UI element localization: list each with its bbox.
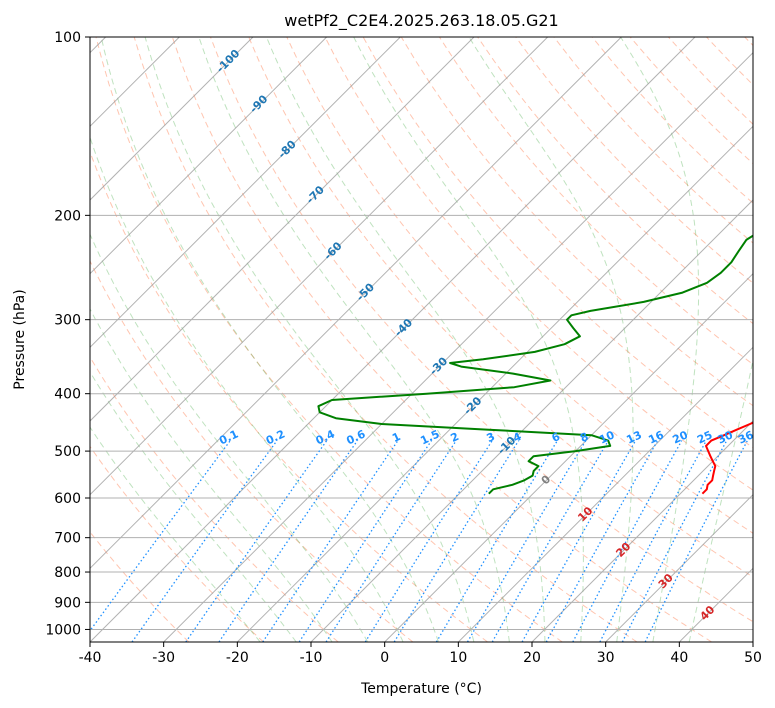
moist-adiabat-line: [90, 308, 333, 642]
dry-adiabat-line: [90, 445, 264, 642]
mixing-ratio-label: 30: [716, 428, 736, 446]
y-tick-label: 100: [54, 30, 81, 46]
mixing-ratio-label: 20: [671, 428, 691, 446]
x-tick-label: -10: [300, 650, 323, 666]
mixing-ratio-line: [364, 440, 493, 642]
moist-adiabat-line: [90, 370, 297, 642]
isotherm-line: [90, 37, 328, 275]
isotherm-line: [90, 37, 254, 201]
dry-adiabat-line: [95, 37, 563, 642]
dry-adiabat-line: [210, 37, 753, 623]
moist-adiabat-line: [90, 135, 404, 642]
moist-adiabat-line: [90, 426, 261, 642]
dry-adiabat-line: [286, 37, 753, 534]
plot-frame: [89, 36, 754, 643]
chart-title: wetPf2_C2E4.2025.263.18.05.G21: [284, 11, 558, 31]
mixing-ratio-line: [185, 440, 328, 642]
dry-adiabat-line: [324, 37, 753, 491]
isotherm-line: [384, 272, 753, 642]
mixing-ratio-label: 16: [646, 428, 666, 446]
isotherm-line: [90, 37, 549, 496]
mixing-ratio-label: 36: [736, 428, 756, 446]
moist-adiabat-line: [620, 37, 700, 642]
isotherm-line: [531, 420, 753, 642]
y-tick-label: 600: [54, 491, 81, 507]
moist-adiabat-line: [266, 37, 546, 642]
x-tick-label: 50: [744, 650, 762, 666]
mixing-ratio-line: [521, 440, 637, 642]
dry-adiabat-line: [90, 259, 414, 642]
y-axis-label: Pressure (hPa): [12, 289, 28, 389]
y-tick-label: 200: [54, 208, 81, 224]
mixing-ratio-line: [644, 440, 748, 642]
mixing-ratio-line: [545, 440, 659, 642]
plot-background: [90, 37, 753, 642]
x-tick-label: 30: [597, 650, 615, 666]
moist-adiabat-line: [688, 358, 753, 642]
x-tick-label: 0: [380, 650, 389, 666]
mixing-ratio-line: [491, 440, 609, 642]
isotherm-line: [90, 37, 696, 642]
y-tick-label: 700: [54, 531, 81, 547]
x-tick-label: -20: [226, 650, 249, 666]
background-lines: [90, 37, 753, 642]
isotherm-line: [90, 37, 622, 570]
mixing-ratio-line: [90, 440, 231, 632]
profile-lines: [317, 234, 753, 495]
x-tick-label: -40: [79, 650, 102, 666]
moist-adiabat-line: [100, 37, 439, 642]
y-tick-label: 900: [54, 595, 81, 611]
dry-adiabat-line: [133, 37, 638, 642]
isotherm-line: [605, 493, 753, 642]
dry-adiabat-line: [90, 356, 339, 642]
x-axis-label: Temperature (°C): [360, 681, 482, 697]
x-tick-label: 10: [449, 650, 467, 666]
moist-adiabat-line: [144, 37, 475, 642]
isotherm-line: [163, 51, 753, 642]
isotherm-line: [310, 199, 753, 642]
moist-adiabat-line: [198, 37, 510, 642]
mixing-ratio-label: 13: [624, 428, 643, 446]
dry-adiabat-line: [515, 37, 753, 284]
x-tick-label: 40: [670, 650, 688, 666]
mixing-ratio-line: [572, 440, 683, 642]
x-axis: -40 -30 -20 -10 0 10 20 30 40 50: [79, 642, 762, 666]
y-axis: 100 200 300 400 500 600 700 800 900 1000: [45, 30, 90, 638]
mixing-ratio-line: [262, 440, 399, 642]
mixing-ratio-label: 10: [597, 428, 617, 446]
mixing-ratio-line: [466, 440, 587, 642]
mixing-ratio-label: 25: [695, 428, 714, 446]
y-tick-label: 1000: [45, 622, 81, 638]
mixing-ratio-line: [131, 440, 278, 642]
y-tick-label: 400: [54, 387, 81, 403]
isotherm-line: [90, 37, 475, 422]
mixing-ratio-line: [325, 440, 457, 642]
temperature-profile-line: [701, 421, 753, 495]
isotherm-line: [90, 37, 401, 349]
y-tick-label: 500: [54, 444, 81, 460]
y-tick-label: 800: [54, 565, 81, 581]
dry-adiabat-line: [171, 37, 712, 642]
dry-adiabat-line: [248, 37, 753, 578]
mixing-ratio-line: [435, 440, 558, 642]
y-tick-label: 300: [54, 313, 81, 329]
isotherm-line: [457, 346, 753, 642]
x-tick-label: -30: [152, 650, 175, 666]
mixing-ratio-line: [298, 440, 433, 642]
mixing-ratio-line: [393, 440, 520, 642]
x-tick-label: 20: [523, 650, 541, 666]
isotherm-line: [236, 125, 753, 642]
moist-adiabat-line: [90, 233, 369, 642]
moist-adiabat-line: [353, 37, 584, 642]
dewpoint-profile-line: [317, 234, 753, 495]
